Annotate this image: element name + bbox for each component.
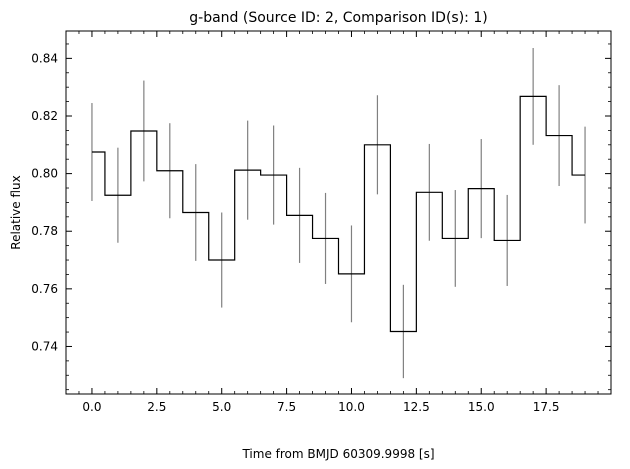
x-tick-label: 10.0	[338, 400, 365, 414]
x-axis-ticks: 0.0 2.5 5.0 7.5 10.0 12.5 15.0 17.5	[78, 31, 599, 414]
x-tick-label: 12.5	[403, 400, 430, 414]
x-tick-label: 0.0	[82, 400, 101, 414]
y-tick-label: 0.80	[31, 167, 58, 181]
y-tick-label: 0.74	[31, 339, 58, 353]
y-tick-label: 0.84	[31, 51, 58, 65]
x-axis-label: Time from BMJD 60309.9998 [s]	[241, 447, 434, 461]
error-bars	[91, 47, 586, 379]
x-tick-label: 2.5	[147, 400, 166, 414]
y-axis-ticks: 0.74 0.76 0.78 0.80 0.82 0.84	[31, 43, 611, 391]
flux-step-line	[91, 95, 586, 333]
x-tick-label: 17.5	[533, 400, 560, 414]
y-tick-label: 0.76	[31, 282, 58, 296]
y-tick-label: 0.78	[31, 224, 58, 238]
x-tick-label: 7.5	[277, 400, 296, 414]
y-axis-label: Relative flux	[9, 175, 23, 249]
chart-title: g-band (Source ID: 2, Comparison ID(s): …	[189, 10, 487, 26]
x-tick-label: 15.0	[468, 400, 495, 414]
plot-frame	[65, 30, 612, 395]
y-tick-label: 0.82	[31, 109, 58, 123]
x-tick-label: 5.0	[212, 400, 231, 414]
